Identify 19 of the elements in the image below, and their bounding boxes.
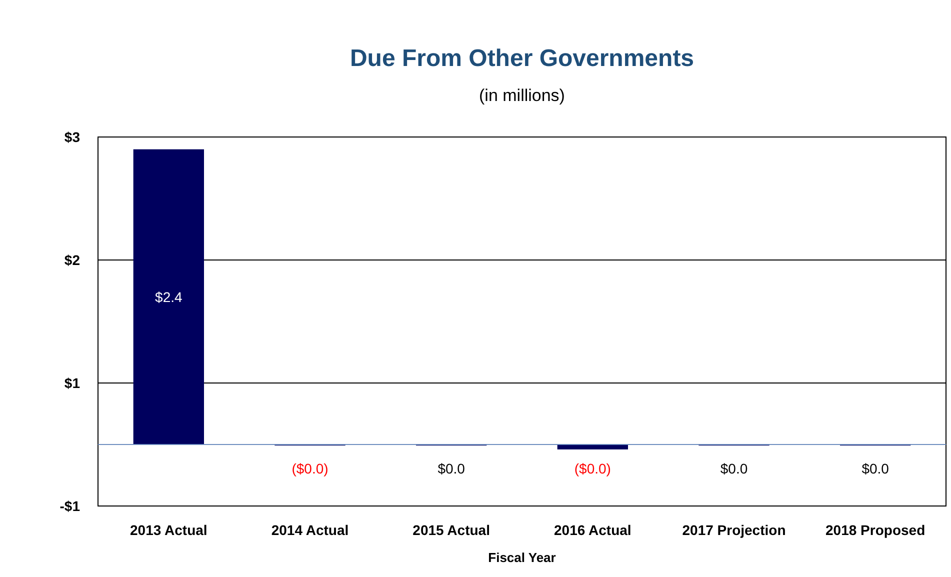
data-label: ($0.0): [574, 460, 611, 476]
y-tick-label: $2: [64, 252, 80, 268]
x-tick-label: 2017 Projection: [682, 522, 786, 538]
x-tick-label: 2015 Actual: [412, 522, 490, 538]
data-label: $2.4: [155, 288, 183, 305]
y-tick-label: $3: [64, 128, 80, 145]
data-label: $0.0: [862, 460, 890, 476]
x-tick-label: 2013 Actual: [130, 522, 208, 538]
chart-title: Due From Other Governments: [350, 45, 694, 72]
data-label: $0.0: [438, 460, 466, 476]
x-axis-title: Fiscal Year: [488, 550, 556, 565]
data-label: $0.0: [720, 460, 748, 476]
y-tick-label: $1: [64, 374, 80, 391]
chart-subtitle: (in millions): [479, 86, 565, 105]
x-tick-label: 2018 Proposed: [826, 522, 926, 538]
data-label: ($0.0): [292, 460, 328, 476]
x-tick-label: 2016 Actual: [554, 522, 632, 538]
y-tick-label: -$1: [60, 498, 80, 514]
x-tick-label: 2014 Actual: [271, 522, 349, 538]
